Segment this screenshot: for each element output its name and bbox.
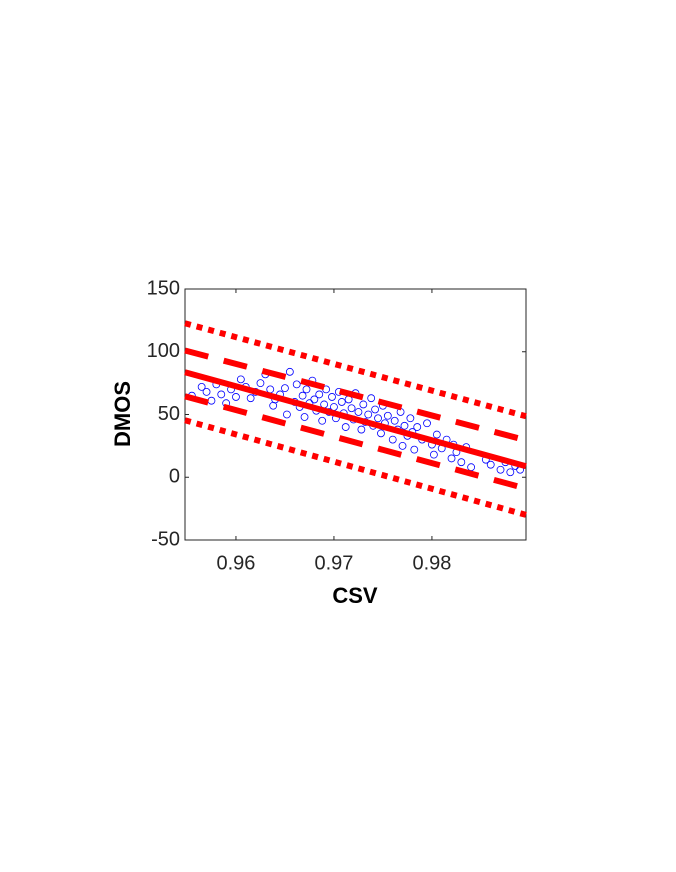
data-point (506, 468, 515, 477)
y-tick-label: 100 (147, 340, 180, 362)
data-point (285, 367, 294, 376)
data-point (447, 454, 456, 463)
data-point (232, 393, 240, 401)
data-point (429, 450, 438, 459)
x-tick-label: 0.98 (412, 552, 451, 574)
data-point (315, 390, 324, 399)
data-point (337, 398, 346, 406)
data-point (400, 421, 409, 430)
fit-line (184, 369, 527, 470)
data-point (347, 404, 356, 413)
data-point (406, 414, 415, 423)
data-point (310, 395, 319, 404)
x-tick-label: 0.96 (216, 552, 255, 574)
fit-line (184, 393, 527, 492)
data-point (256, 379, 265, 388)
data-point (292, 380, 301, 389)
data-point (302, 385, 311, 394)
data-point (423, 419, 431, 428)
data-point (357, 425, 366, 434)
data-point (283, 410, 291, 419)
data-point (413, 423, 422, 431)
data-point (388, 435, 397, 444)
x-axis-label: CSV (332, 583, 378, 608)
data-point (281, 384, 289, 393)
data-point (457, 458, 466, 467)
data-point (246, 394, 255, 403)
data-point (318, 416, 327, 425)
data-point (300, 413, 309, 421)
data-point (341, 423, 350, 431)
fit-line (184, 347, 527, 444)
data-point (236, 375, 245, 384)
y-tick-label: 50 (158, 403, 180, 425)
data-point (486, 460, 495, 469)
data-point (432, 430, 441, 439)
data-point (371, 405, 379, 414)
data-point (390, 416, 399, 425)
y-axis-label: DMOS (110, 381, 135, 447)
y-tick-label: 0 (169, 466, 180, 488)
data-point (328, 393, 336, 401)
data-point (367, 394, 376, 403)
data-point (398, 441, 407, 450)
data-point (359, 400, 368, 409)
x-tick-label: 0.97 (314, 552, 353, 574)
data-point (354, 408, 363, 416)
data-point (202, 388, 211, 396)
data-point (374, 414, 382, 423)
data-point (197, 382, 206, 391)
data-point (410, 445, 419, 454)
data-point (377, 429, 385, 438)
data-point (217, 390, 226, 399)
data-point (496, 465, 505, 474)
y-tick-label: -50 (151, 528, 180, 550)
y-tick-label: 150 (147, 277, 180, 299)
data-point (364, 410, 373, 419)
data-point (298, 391, 307, 400)
data-point (383, 411, 392, 420)
